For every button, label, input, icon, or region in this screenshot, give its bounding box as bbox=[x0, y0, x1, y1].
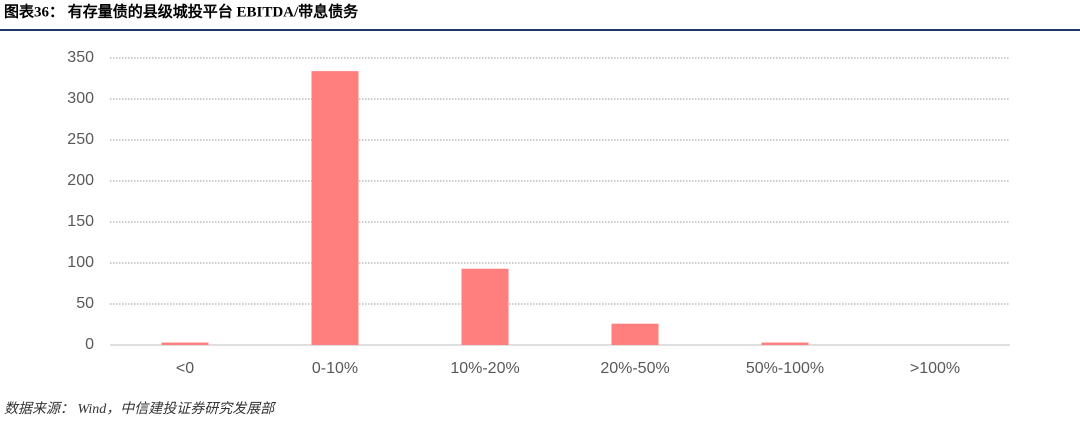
bar bbox=[761, 342, 809, 345]
x-tick-label: 50%-100% bbox=[746, 360, 824, 377]
x-tick-label: <0 bbox=[176, 360, 194, 377]
chart-title: 图表36： 有存量债的县级城投平台 EBITDA/带息债务 bbox=[4, 2, 359, 20]
y-tick-label: 200 bbox=[67, 172, 94, 189]
x-tick-label: 20%-50% bbox=[600, 360, 669, 377]
bar bbox=[611, 323, 659, 345]
y-tick-label: 250 bbox=[67, 131, 94, 148]
y-tick-label: 300 bbox=[67, 90, 94, 107]
x-tick-label: >100% bbox=[910, 360, 960, 377]
y-tick-label: 0 bbox=[85, 336, 94, 353]
bar bbox=[461, 268, 509, 345]
y-tick-label: 50 bbox=[76, 295, 94, 312]
bar bbox=[161, 342, 209, 345]
x-tick-label: 10%-20% bbox=[450, 360, 519, 377]
y-tick-label: 100 bbox=[67, 254, 94, 271]
y-tick-label: 150 bbox=[67, 213, 94, 230]
bar bbox=[311, 71, 359, 346]
source-note: 数据来源： Wind，中信建投证券研究发展部 bbox=[4, 401, 276, 417]
y-tick-label: 350 bbox=[67, 49, 94, 66]
x-tick-label: 0-10% bbox=[312, 360, 358, 377]
